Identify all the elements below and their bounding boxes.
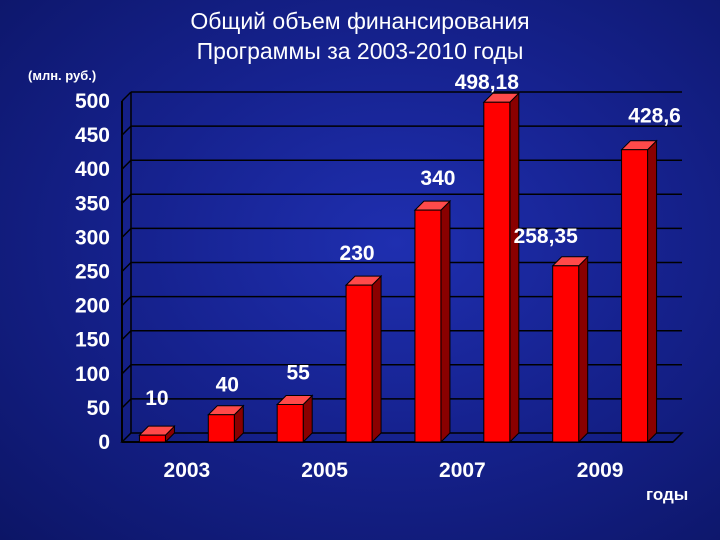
gridline-side-250 [121, 261, 132, 273]
y-tick-label: 0 [98, 431, 110, 454]
data-label-2003: 10 [145, 387, 168, 410]
x-tick-label-2009: 2009 [577, 459, 624, 482]
bar-2007 [413, 199, 452, 444]
x-tick-label-2003: 2003 [164, 459, 211, 482]
y-tick-label: 150 [75, 329, 110, 352]
y-tick-label: 350 [75, 192, 110, 215]
bars [138, 92, 658, 444]
gridline-side-100 [121, 364, 132, 375]
data-label-2005: 55 [287, 361, 311, 384]
data-label-2006: 230 [340, 242, 375, 265]
y-tick-label: 500 [75, 90, 110, 113]
x-tick-label-2005: 2005 [301, 459, 348, 482]
x-tick-label-2007: 2007 [439, 459, 486, 482]
tick-labels: 0 50 100 150 200 250 300 350 400 450 500 2003 2005 20… [75, 90, 624, 482]
gridlines [121, 91, 682, 409]
data-label-2008: 498,18 [455, 71, 520, 94]
gridline-side-500 [121, 91, 132, 102]
title-line-2: Программы за 2003-2010 годы [196, 38, 524, 64]
gridline-side-300 [121, 227, 132, 238]
bar-2003 [138, 424, 176, 444]
bar-2005 [275, 394, 314, 444]
y-tick-label: 200 [75, 295, 110, 318]
y-tick-label: 400 [75, 158, 110, 181]
gridline-side-200 [121, 296, 132, 307]
gridline-side-450 [121, 125, 132, 136]
x-axis-label: годы [646, 485, 688, 504]
y-tick-label: 300 [75, 226, 110, 249]
bar-2009 [551, 255, 589, 444]
gridline-side-350 [121, 193, 132, 204]
y-tick-label: 100 [75, 363, 110, 386]
data-labels: 10 40 55 230 340 498,18 258,35 428,6 [145, 71, 681, 410]
bar-2010 [620, 139, 658, 444]
y-tick-label: 250 [75, 261, 110, 284]
title-line-1: Общий объем финансирования [190, 8, 530, 34]
gridline-side-400 [121, 159, 132, 170]
data-label-2004: 40 [216, 374, 239, 397]
axes [120, 92, 684, 443]
data-label-2007: 340 [420, 167, 455, 190]
y-tick-label: 450 [75, 124, 110, 147]
y-tick-label: 50 [87, 397, 110, 420]
chart-title: Общий объем финансирования Программы за … [0, 6, 720, 66]
gridline-side-50 [121, 398, 132, 409]
bar-2006 [344, 274, 383, 444]
bar-2008 [482, 92, 521, 444]
gridline-side-150 [121, 330, 132, 341]
y-axis-label: (млн. руб.) [28, 68, 96, 83]
chart-floor [120, 432, 684, 443]
data-label-2010: 428,6 [628, 105, 681, 128]
data-label-2009: 258,35 [514, 225, 579, 248]
bar-2004 [207, 404, 245, 444]
